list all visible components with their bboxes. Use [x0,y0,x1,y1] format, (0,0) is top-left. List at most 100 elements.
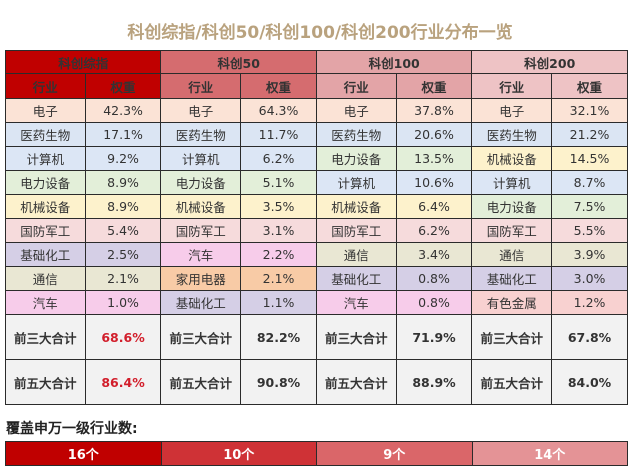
weight-cell: 42.3% [84,98,162,123]
column-header-row: 行业 权重 行业 权重 行业 权重 行业 权重 [5,73,628,99]
industry-cell: 国防军工 [160,218,242,243]
weight-cell: 9.2% [84,146,162,171]
page-title: 科创综指/科创50/科创100/科创200行业分布一览 [127,23,513,43]
top5-total-value: 90.8% [240,359,317,405]
weight-cell: 0.8% [395,266,473,291]
weight-cell: 3.1% [240,218,317,243]
weight-cell: 2.1% [84,266,162,291]
industry-cell: 计算机 [471,170,553,195]
coverage-label: 覆盖申万一级行业数: [6,421,138,437]
industry-cell: 基础化工 [160,290,242,315]
weight-cell: 11.7% [240,122,317,147]
weight-cell: 2.1% [240,266,317,291]
weight-cell: 5.4% [84,218,162,243]
weight-column-header: 权重 [84,73,162,99]
industry-cell: 计算机 [5,146,86,171]
industry-column-header: 行业 [160,73,242,99]
industry-cell: 电力设备 [5,170,86,195]
weight-column-header: 权重 [240,73,317,99]
industry-cell: 医药生物 [160,122,242,147]
top5-total-label: 前五大合计 [5,359,86,405]
industry-cell: 通信 [5,266,86,291]
top5-total-label: 前五大合计 [160,359,242,405]
weight-cell: 7.5% [551,194,628,219]
industry-cell: 通信 [315,242,397,267]
industry-distribution-table: 科创综指 科创50 科创100 科创200 行业 权重 行业 权重 行业 权重 行业 权重 电子 42.3… [4,50,628,405]
weight-cell: 17.1% [84,122,162,147]
industry-cell: 有色金属 [471,290,553,315]
index-header-kc100: 科创100 [315,50,473,74]
industry-cell: 电子 [5,98,86,123]
weight-cell: 8.7% [551,170,628,195]
industry-cell: 计算机 [160,146,242,171]
index-header-kc-composite: 科创综指 [4,50,162,74]
industry-cell: 电力设备 [471,194,553,219]
industry-cell: 医药生物 [315,122,397,147]
weight-cell: 8.9% [84,194,162,219]
industry-cell: 电力设备 [315,146,397,171]
industry-cell: 汽车 [5,290,86,315]
weight-cell: 1.0% [84,290,162,315]
industry-cell: 国防军工 [5,218,86,243]
weight-cell: 8.9% [84,170,162,195]
table-row: 国防军工 5.4% 国防军工 3.1% 国防军工 6.2% 国防军工 5.5% [5,218,628,243]
coverage-bar: 16个 10个 9个 14个 [5,441,628,466]
industry-column-header: 行业 [5,73,86,99]
top3-total-value: 67.8% [551,314,628,360]
weight-cell: 3.0% [551,266,628,291]
coverage-cell-kc100: 9个 [317,442,473,465]
industry-cell: 机械设备 [471,146,553,171]
top5-total-label: 前五大合计 [315,359,397,405]
index-header-row: 科创综指 科创50 科创100 科创200 [4,50,628,74]
weight-cell: 5.1% [240,170,317,195]
weight-cell: 13.5% [395,146,473,171]
top3-total-value: 82.2% [240,314,317,360]
industry-cell: 基础化工 [471,266,553,291]
weight-cell: 6.4% [395,194,473,219]
top3-total-value: 71.9% [395,314,473,360]
industry-cell: 机械设备 [160,194,242,219]
weight-cell: 10.6% [395,170,473,195]
industry-cell: 汽车 [315,290,397,315]
index-header-kc200: 科创200 [471,50,628,74]
coverage-cell-kc-composite: 16个 [6,442,162,465]
table-row: 通信 2.1% 家用电器 2.1% 基础化工 0.8% 基础化工 3.0% [5,266,628,291]
industry-cell: 基础化工 [315,266,397,291]
industry-cell: 机械设备 [5,194,86,219]
weight-cell: 21.2% [551,122,628,147]
top5-total-value: 86.4% [84,359,162,405]
table-row: 汽车 1.0% 基础化工 1.1% 汽车 0.8% 有色金属 1.2% [5,290,628,315]
top3-total-value: 68.6% [84,314,162,360]
industry-cell: 机械设备 [315,194,397,219]
weight-cell: 20.6% [395,122,473,147]
weight-cell: 6.2% [395,218,473,243]
weight-cell: 14.5% [551,146,628,171]
table-row: 机械设备 8.9% 机械设备 3.5% 机械设备 6.4% 电力设备 7.5% [5,194,628,219]
index-header-kc50: 科创50 [160,50,317,74]
top3-total-row: 前三大合计 68.6% 前三大合计 82.2% 前三大合计 71.9% 前三大合计 67.8% [5,314,628,360]
industry-cell: 基础化工 [5,242,86,267]
top3-total-label: 前三大合计 [471,314,553,360]
weight-cell: 1.1% [240,290,317,315]
weight-cell: 2.5% [84,242,162,267]
weight-cell: 3.5% [240,194,317,219]
weight-cell: 0.8% [395,290,473,315]
top5-total-label: 前五大合计 [471,359,553,405]
industry-cell: 电力设备 [160,170,242,195]
table-row: 电力设备 8.9% 电力设备 5.1% 计算机 10.6% 计算机 8.7% [5,170,628,195]
weight-cell: 32.1% [551,98,628,123]
industry-cell: 电子 [471,98,553,123]
top5-total-row: 前五大合计 86.4% 前五大合计 90.8% 前五大合计 88.9% 前五大合计 84.0% [5,359,628,405]
weight-cell: 37.8% [395,98,473,123]
table-row: 计算机 9.2% 计算机 6.2% 电力设备 13.5% 机械设备 14.5% [5,146,628,171]
table-row: 电子 42.3% 电子 64.3% 电子 37.8% 电子 32.1% [5,98,628,123]
table-row: 医药生物 17.1% 医药生物 11.7% 医药生物 20.6% 医药生物 21.2% [5,122,628,147]
top3-total-label: 前三大合计 [5,314,86,360]
industry-cell: 国防军工 [315,218,397,243]
weight-cell: 3.9% [551,242,628,267]
industry-cell: 医药生物 [471,122,553,147]
industry-cell: 计算机 [315,170,397,195]
table-row: 基础化工 2.5% 汽车 2.2% 通信 3.4% 通信 3.9% [5,242,628,267]
top5-total-value: 88.9% [395,359,473,405]
industry-cell: 家用电器 [160,266,242,291]
